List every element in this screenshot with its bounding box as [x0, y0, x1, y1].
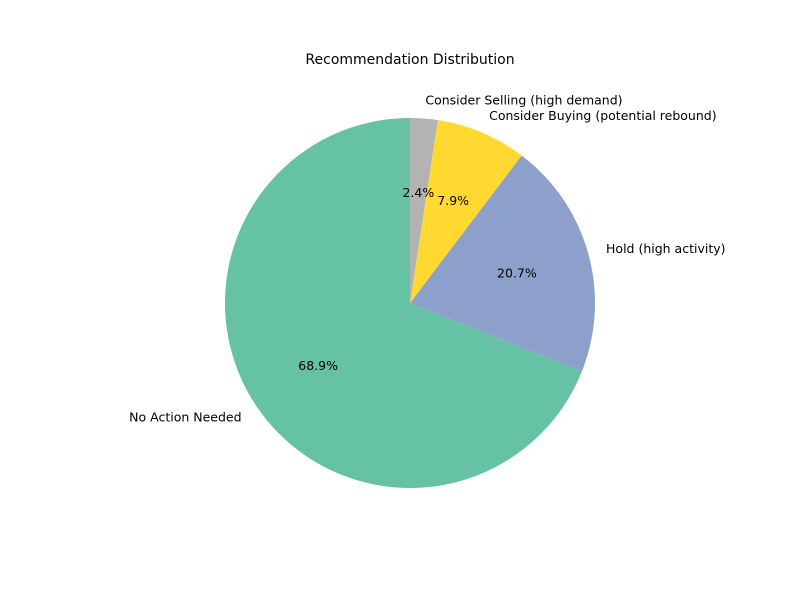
pie-slice-consider-selling-high-demand — [410, 118, 438, 303]
slice-label-hold-high-activity: Hold (high activity) — [606, 241, 725, 256]
slice-label-no-action-needed: No Action Needed — [129, 410, 241, 425]
pie-slice-consider-buying-potential-rebound — [410, 120, 522, 303]
pie-slices — [224, 118, 595, 488]
pct-label-consider-buying-potential-rebound: 7.9% — [437, 193, 469, 208]
pct-label-no-action-needed: 68.9% — [298, 358, 338, 373]
pie-slice-hold-high-activity — [410, 155, 595, 372]
pie-slice-no-action-needed — [224, 118, 582, 488]
pct-label-hold-high-activity: 20.7% — [497, 266, 537, 281]
chart-title: Recommendation Distribution — [305, 52, 514, 68]
slice-label-consider-selling-high-demand: Consider Selling (high demand) — [425, 93, 622, 108]
pie-labels: No Action Needed 68.9% Hold (high activity… — [129, 93, 725, 425]
slice-label-consider-buying-potential-rebound: Consider Buying (potential rebound) — [489, 108, 716, 123]
pct-label-consider-selling-high-demand: 2.4% — [402, 185, 434, 200]
